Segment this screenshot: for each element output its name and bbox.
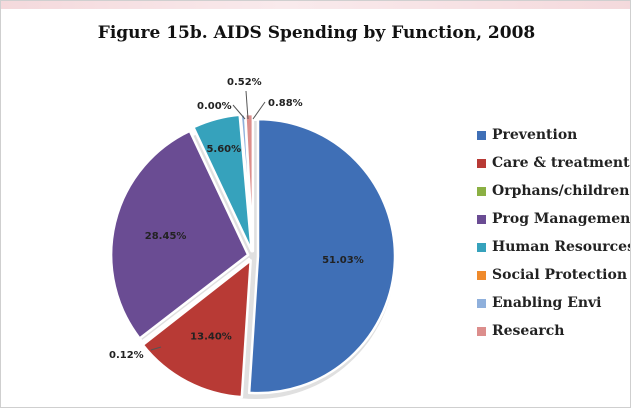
- data-label-research: 0.88%: [268, 98, 303, 109]
- pie-slice-orphans-children: [139, 257, 251, 345]
- legend-label: Social Protection: [492, 267, 627, 284]
- legend-item-research: Research: [477, 321, 630, 342]
- legend-swatch: [477, 270, 486, 280]
- legend-label: Research: [492, 323, 565, 340]
- data-label-orphans-children: 0.12%: [109, 350, 144, 361]
- data-label-enabling-envi: 0.52%: [227, 77, 262, 88]
- legend-swatch: [477, 158, 486, 168]
- legend-item-prog-management: Prog Management: [477, 209, 631, 230]
- legend-label: Prevention: [492, 127, 578, 144]
- legend-swatch: [477, 130, 486, 140]
- pie-slice-research: [244, 112, 255, 253]
- legend-item-social-protection: Social Protection: [477, 265, 630, 286]
- chart-legend: Prevention Care & treatment Orphans/childr…: [477, 125, 631, 349]
- legend-swatch: [477, 214, 486, 224]
- pie-slice-care-treatment: [141, 259, 252, 399]
- pie-slice-prevention: [247, 117, 397, 395]
- legend-label: Care & treatment: [492, 155, 630, 172]
- data-label-prevention: 51.03%: [322, 255, 364, 266]
- legend-label: Human Resources: [492, 239, 631, 256]
- legend-label: Prog Management: [492, 211, 631, 228]
- legend-swatch: [477, 326, 486, 336]
- leader-line-orphans-children: [150, 346, 162, 351]
- legend-swatch: [477, 298, 486, 308]
- leader-line-research: [252, 101, 266, 120]
- pie-slice-prog-management: [109, 129, 250, 340]
- legend-label: Enabling Envi: [492, 295, 602, 312]
- legend-item-orphans-children: Orphans/children: [477, 181, 630, 202]
- chart-title: Figure 15b. AIDS Spending by Function, 2…: [97, 23, 536, 43]
- legend-item-human-resources: Human Resources: [477, 237, 631, 258]
- data-label-social-protection: 0.00%: [197, 101, 232, 112]
- data-label-prog-management: 28.45%: [145, 231, 187, 242]
- legend-label: Orphans/children: [492, 183, 630, 200]
- header-band: [1, 1, 630, 9]
- legend-item-enabling-envi: Enabling Envi: [477, 293, 630, 314]
- legend-swatch: [477, 242, 486, 252]
- legend-swatch: [477, 186, 486, 196]
- legend-item-care-treatment: Care & treatment: [477, 153, 630, 174]
- leader-line-social-protection: [232, 104, 246, 120]
- data-label-human-resources: 5.60%: [206, 144, 241, 155]
- legend-item-prevention: Prevention: [477, 125, 630, 146]
- data-label-care-treatment: 13.40%: [190, 332, 232, 343]
- leader-line-enabling-envi: [245, 90, 249, 120]
